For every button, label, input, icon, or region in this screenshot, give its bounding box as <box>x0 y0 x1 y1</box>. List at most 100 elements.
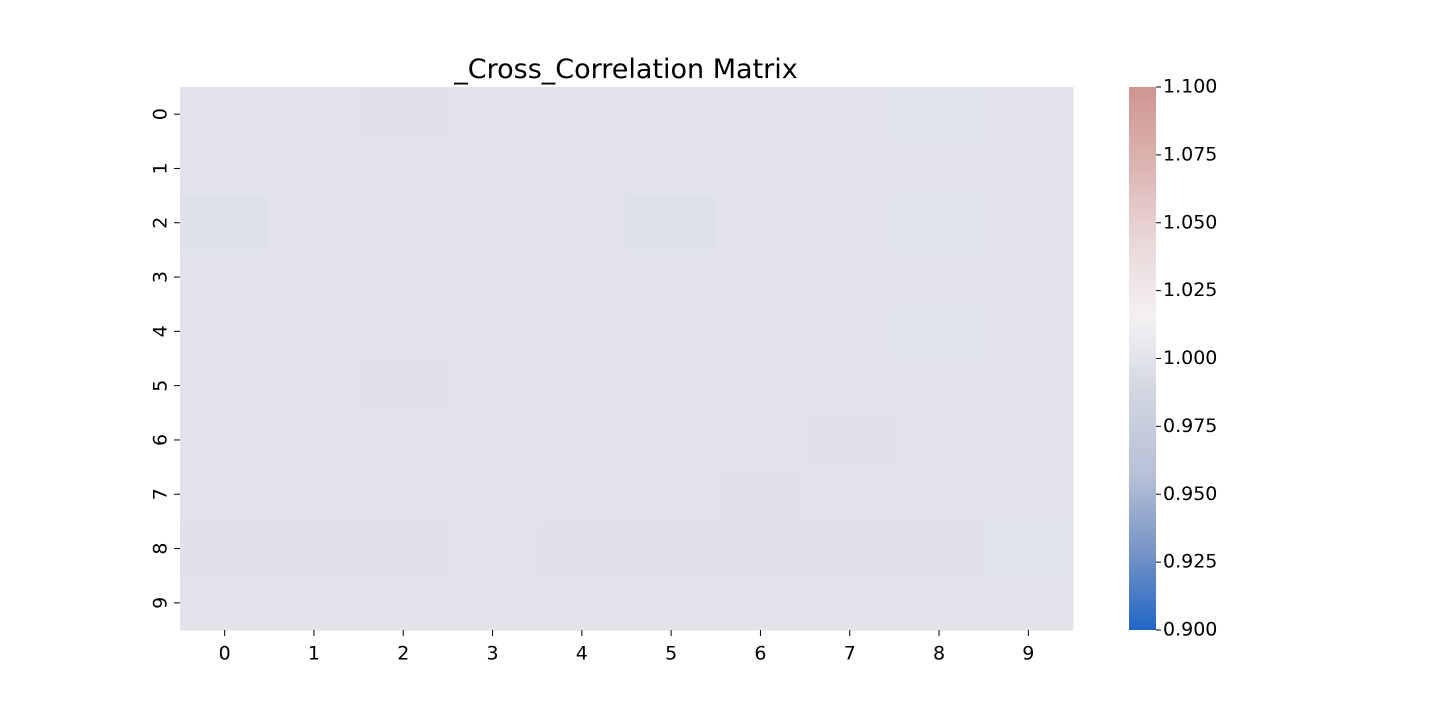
heatmap-cell-2-8 <box>894 195 985 251</box>
heatmap-cell-8-4 <box>537 521 627 577</box>
heatmap-cell-9-3 <box>447 575 538 631</box>
heatmap-cell-4-4 <box>537 304 627 359</box>
heatmap-cell-5-8 <box>894 358 985 414</box>
y-tick-label: 4 <box>150 325 172 337</box>
heatmap-cell-7-0 <box>180 467 270 522</box>
y-tick-label: 9 <box>150 597 172 609</box>
heatmap-cell-9-0 <box>180 575 270 631</box>
colorbar-gradient <box>1129 87 1156 630</box>
heatmap-cell-8-5 <box>626 521 717 577</box>
heatmap-cell-5-1 <box>269 358 360 414</box>
heatmap-cell-0-7 <box>805 87 895 142</box>
heatmap-cell-4-3 <box>447 304 538 359</box>
heatmap-cell-0-0 <box>180 87 270 142</box>
y-tick-label: 6 <box>150 434 172 446</box>
colorbar-tick-label: 1.050 <box>1163 211 1217 233</box>
heatmap-cell-9-4 <box>537 575 627 631</box>
heatmap-cell-0-9 <box>983 87 1074 142</box>
heatmap-cell-9-5 <box>626 575 717 631</box>
heatmap-cell-5-5 <box>626 358 717 414</box>
heatmap-cell-3-5 <box>626 249 717 305</box>
heatmap-cell-3-0 <box>180 249 270 305</box>
heatmap-cell-7-7 <box>805 467 895 522</box>
x-tick-label: 0 <box>219 643 231 665</box>
x-tick-label: 4 <box>576 643 588 665</box>
x-tick-label: 6 <box>754 643 766 665</box>
y-tick-label: 0 <box>150 108 172 120</box>
heatmap-cell-7-3 <box>447 467 538 522</box>
heatmap-cell-4-9 <box>983 304 1074 359</box>
y-tick-label: 5 <box>150 380 172 392</box>
heatmap-cell-5-0 <box>180 358 270 414</box>
y-tick-label: 3 <box>150 271 172 283</box>
heatmap-cell-7-2 <box>358 467 449 522</box>
colorbar-tick-label: 0.900 <box>1163 619 1217 641</box>
heatmap-cell-8-1 <box>269 521 360 577</box>
heatmap-cell-4-5 <box>626 304 717 359</box>
heatmap-cell-6-0 <box>180 412 270 468</box>
heatmap-cell-2-1 <box>269 195 360 251</box>
heatmap-cell-1-3 <box>447 141 538 197</box>
heatmap-cell-7-9 <box>983 467 1074 522</box>
heatmap-cell-0-2 <box>358 87 449 142</box>
heatmap-cell-8-8 <box>894 521 985 577</box>
heatmap-cell-4-0 <box>180 304 270 359</box>
heatmap-cell-8-3 <box>447 521 538 577</box>
heatmap-cell-1-8 <box>894 141 985 197</box>
heatmap-cell-8-2 <box>358 521 449 577</box>
heatmap-cell-2-7 <box>805 195 895 251</box>
heatmap-cell-6-3 <box>447 412 538 468</box>
heatmap-cell-9-9 <box>983 575 1074 631</box>
x-tick-label: 2 <box>397 643 409 665</box>
heatmap-cell-7-6 <box>715 467 806 522</box>
heatmap-cell-8-0 <box>180 521 270 577</box>
heatmap-cell-0-6 <box>715 87 806 142</box>
heatmap-cell-4-8 <box>894 304 985 359</box>
heatmap-cell-9-8 <box>894 575 985 631</box>
colorbar-tick-label: 0.925 <box>1163 551 1217 573</box>
colorbar-axis: 0.900 0.925 0.950 0.975 1.000 1.025 1.050 1.075… <box>1156 76 1217 641</box>
heatmap-cell-1-2 <box>358 141 449 197</box>
colorbar-tick-label: 1.000 <box>1163 347 1217 369</box>
heatmap-cell-1-5 <box>626 141 717 197</box>
heatmap-cell-4-6 <box>715 304 806 359</box>
heatmap-cell-0-3 <box>447 87 538 142</box>
heatmap-cell-2-9 <box>983 195 1074 251</box>
heatmap-cell-7-8 <box>894 467 985 522</box>
heatmap-cell-5-6 <box>715 358 806 414</box>
heatmap-cell-0-5 <box>626 87 717 142</box>
heatmap-cell-2-5 <box>626 195 717 251</box>
heatmap-cell-3-7 <box>805 249 895 305</box>
heatmap-cell-6-9 <box>983 412 1074 468</box>
heatmap-cell-4-2 <box>358 304 449 359</box>
y-tick-label: 2 <box>150 217 172 229</box>
x-tick-label: 5 <box>665 643 677 665</box>
heatmap-cell-5-9 <box>983 358 1074 414</box>
heatmap-cell-1-0 <box>180 141 270 197</box>
y-tick-label: 1 <box>150 162 172 174</box>
heatmap-cell-1-7 <box>805 141 895 197</box>
heatmap-cell-7-4 <box>537 467 627 522</box>
heatmap-cell-8-6 <box>715 521 806 577</box>
heatmap-cell-1-1 <box>269 141 360 197</box>
heatmap-cell-1-6 <box>715 141 806 197</box>
y-tick-label: 8 <box>150 543 172 555</box>
heatmap-cell-5-4 <box>537 358 627 414</box>
heatmap-cell-9-6 <box>715 575 806 631</box>
heatmap-cell-5-2 <box>358 358 449 414</box>
y-tick-label: 7 <box>150 488 172 500</box>
heatmap-cell-9-7 <box>805 575 895 631</box>
colorbar-tick-label: 0.950 <box>1163 483 1217 505</box>
heatmap-cell-3-8 <box>894 249 985 305</box>
heatmap-cell-3-1 <box>269 249 360 305</box>
heatmap-cell-3-3 <box>447 249 538 305</box>
heatmap-cell-9-2 <box>358 575 449 631</box>
heatmap-cell-6-2 <box>358 412 449 468</box>
heatmap-cell-8-7 <box>805 521 895 577</box>
heatmap-cells <box>180 87 1074 631</box>
heatmap-cell-5-7 <box>805 358 895 414</box>
heatmap-cell-1-4 <box>537 141 627 197</box>
heatmap-cell-6-8 <box>894 412 985 468</box>
heatmap-cell-2-6 <box>715 195 806 251</box>
